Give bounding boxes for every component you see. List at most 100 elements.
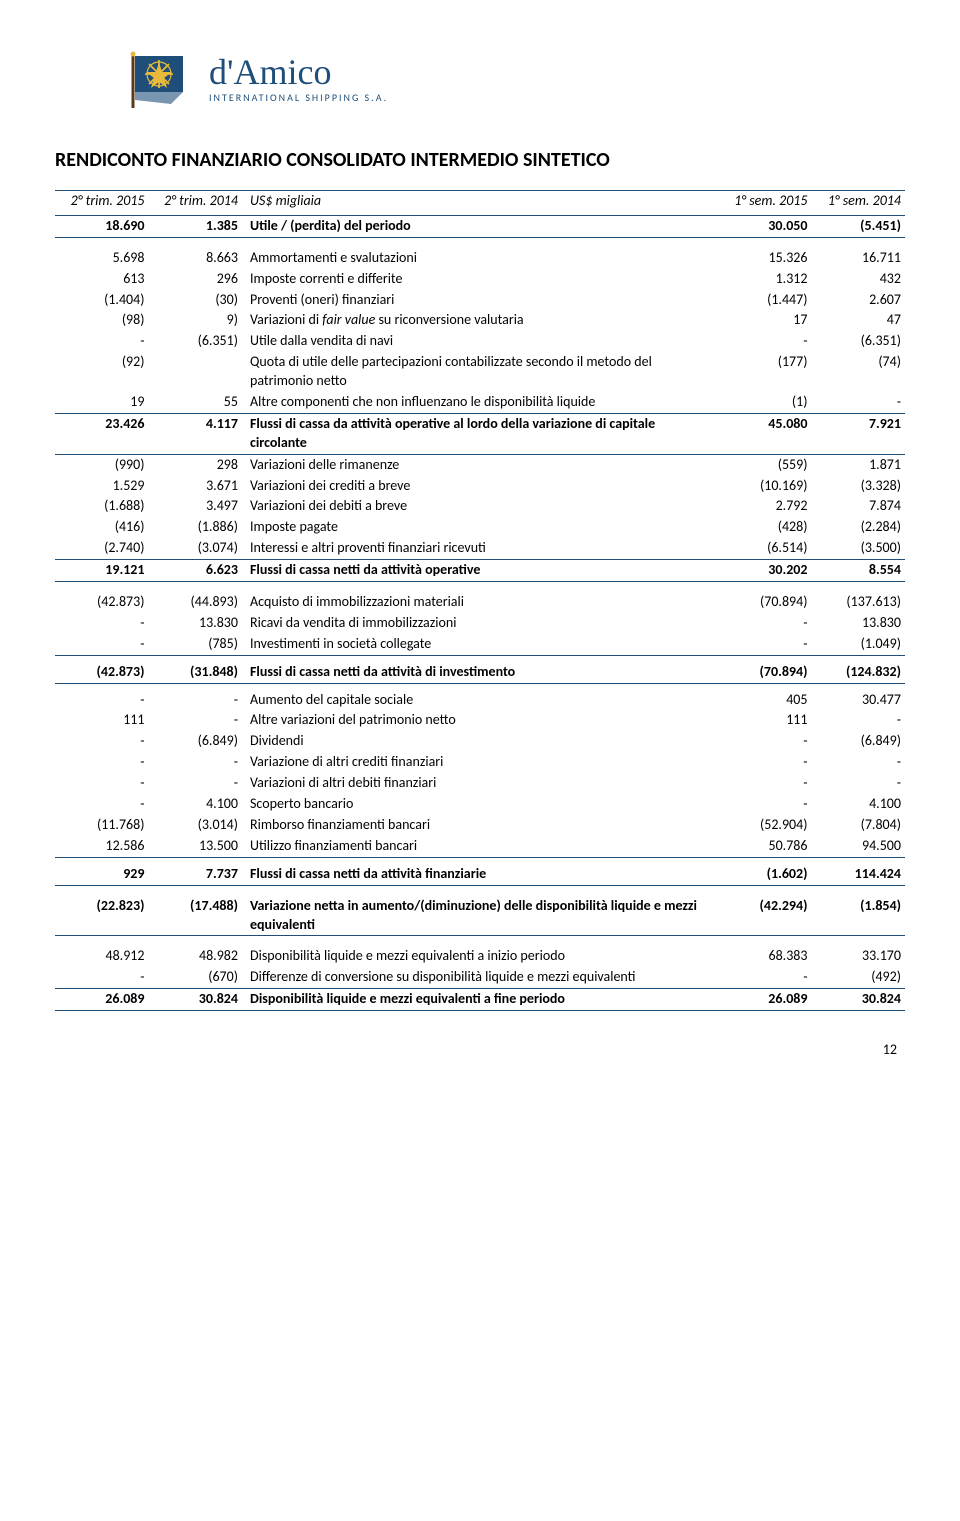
cell: 30.824	[812, 989, 906, 1011]
page-title: RENDICONTO FINANZIARIO CONSOLIDATO INTER…	[55, 148, 905, 172]
cell: Interessi e altri proventi finanziari ri…	[242, 538, 718, 559]
table-row: (98)9)Variazioni di fair value su riconv…	[55, 310, 905, 331]
table-row: 26.08930.824Disponibilità liquide e mezz…	[55, 989, 905, 1011]
cell: Variazioni delle rimanenze	[242, 454, 718, 475]
cell: (22.823)	[55, 896, 149, 936]
cell: 405	[718, 690, 812, 711]
cell: (6.351)	[149, 331, 243, 352]
cell: 1.529	[55, 476, 149, 497]
cell: (1.886)	[149, 517, 243, 538]
cell: 3.671	[149, 476, 243, 497]
cell: 30.202	[718, 560, 812, 582]
cell: (3.074)	[149, 538, 243, 559]
cell: 7.737	[149, 864, 243, 885]
table-row: -13.830Ricavi da vendita di immobilizzaz…	[55, 613, 905, 634]
cell: (6.849)	[149, 731, 243, 752]
cell: 1.312	[718, 269, 812, 290]
cell: Variazione di altri crediti finanziari	[242, 752, 718, 773]
cell: Flussi di cassa netti da attività finanz…	[242, 864, 718, 885]
col-header: 1° sem. 2015	[718, 191, 812, 216]
cell: Scoperto bancario	[242, 794, 718, 815]
cell: (785)	[149, 634, 243, 655]
cell: Proventi (oneri) finanziari	[242, 290, 718, 311]
cell: 8.663	[149, 248, 243, 269]
table-row: (1.688)3.497Variazioni dei debiti a brev…	[55, 496, 905, 517]
cell: 2.792	[718, 496, 812, 517]
cell: 4.100	[149, 794, 243, 815]
cell: 13.500	[149, 836, 243, 857]
flag-icon	[125, 50, 197, 110]
cell: (6.351)	[812, 331, 906, 352]
cell: 4.117	[149, 413, 243, 454]
cell: 111	[55, 710, 149, 731]
cell: 30.824	[149, 989, 243, 1011]
col-header: 1° sem. 2014	[812, 191, 906, 216]
cell: 12.586	[55, 836, 149, 857]
cell: 114.424	[812, 864, 906, 885]
cell: -	[718, 794, 812, 815]
cell: 111	[718, 710, 812, 731]
cell: -	[55, 731, 149, 752]
cell: (70.894)	[718, 592, 812, 613]
cashflow-table: 2° trim. 2015 2° trim. 2014 US$ migliaia…	[55, 190, 905, 1011]
cell: -	[149, 752, 243, 773]
cell: 19	[55, 392, 149, 413]
table-row: 48.91248.982Disponibilità liquide e mezz…	[55, 946, 905, 967]
cell: (492)	[812, 967, 906, 988]
cell: Altre componenti che non influenzano le …	[242, 392, 718, 413]
cell: 15.326	[718, 248, 812, 269]
cell: 13.830	[812, 613, 906, 634]
cell: 929	[55, 864, 149, 885]
cell: -	[55, 794, 149, 815]
cell: -	[55, 634, 149, 655]
cell: 94.500	[812, 836, 906, 857]
table-row: -(6.849)Dividendi-(6.849)	[55, 731, 905, 752]
table-row: 1.5293.671Variazioni dei crediti a breve…	[55, 476, 905, 497]
cell: (1.447)	[718, 290, 812, 311]
cell: (3.014)	[149, 815, 243, 836]
table-header: 2° trim. 2015 2° trim. 2014 US$ migliaia…	[55, 191, 905, 216]
table-row: -4.100Scoperto bancario-4.100	[55, 794, 905, 815]
table-row: 19.1216.623Flussi di cassa netti da atti…	[55, 560, 905, 582]
cell: 1.385	[149, 215, 243, 237]
cell: (7.804)	[812, 815, 906, 836]
cell: (3.500)	[812, 538, 906, 559]
table-row: (2.740)(3.074)Interessi e altri proventi…	[55, 538, 905, 559]
cell: -	[55, 773, 149, 794]
table-row: (1.404)(30)Proventi (oneri) finanziari(1…	[55, 290, 905, 311]
cell: (52.904)	[718, 815, 812, 836]
cell: 26.089	[718, 989, 812, 1011]
col-header: US$ migliaia	[242, 191, 718, 216]
cell: -	[812, 710, 906, 731]
cell: -	[718, 752, 812, 773]
table-row: 18.6901.385Utile / (perdita) del periodo…	[55, 215, 905, 237]
cell: (92)	[55, 352, 149, 392]
cell: 5.698	[55, 248, 149, 269]
cell: -	[55, 752, 149, 773]
cell: (42.873)	[55, 592, 149, 613]
table-row: (92)Quota di utile delle partecipazioni …	[55, 352, 905, 392]
cell: 30.477	[812, 690, 906, 711]
cell: 18.690	[55, 215, 149, 237]
cell: -	[55, 690, 149, 711]
cell: Investimenti in società collegate	[242, 634, 718, 655]
cell: Variazioni di fair value su riconversion…	[242, 310, 718, 331]
cell: -	[55, 613, 149, 634]
cell: Disponibilità liquide e mezzi equivalent…	[242, 946, 718, 967]
cell: -	[718, 634, 812, 655]
table-row: 9297.737Flussi di cassa netti da attivit…	[55, 864, 905, 885]
cell: Altre variazioni del patrimonio netto	[242, 710, 718, 731]
cell: (1.049)	[812, 634, 906, 655]
cell: (124.832)	[812, 662, 906, 683]
cell: 6.623	[149, 560, 243, 582]
cell: Flussi di cassa da attività operative al…	[242, 413, 718, 454]
cell: Differenze di conversione su disponibili…	[242, 967, 718, 988]
cell: (137.613)	[812, 592, 906, 613]
table-row: 1955Altre componenti che non influenzano…	[55, 392, 905, 413]
cell: 45.080	[718, 413, 812, 454]
cell: 19.121	[55, 560, 149, 582]
cell: Dividendi	[242, 731, 718, 752]
cell: 7.874	[812, 496, 906, 517]
table-row: -(6.351)Utile dalla vendita di navi-(6.3…	[55, 331, 905, 352]
table-row: 613296Imposte correnti e differite1.3124…	[55, 269, 905, 290]
